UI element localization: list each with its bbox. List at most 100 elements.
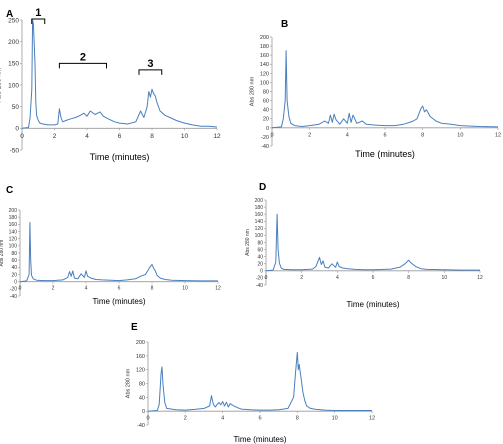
x-tick-label: 0: [146, 416, 149, 422]
chromatogram-trace: [21, 19, 218, 129]
x-tick-label: 12: [369, 416, 375, 422]
x-tick-label: 10: [332, 416, 338, 422]
x-tick-label: 2: [52, 286, 55, 292]
bracket-line: [58, 62, 107, 69]
x-axis-label: Time (minutes): [92, 297, 145, 306]
y-tick-label: 80: [257, 240, 263, 246]
y-tick-label: 180: [260, 44, 269, 50]
y-tick-label: 140: [9, 229, 18, 235]
y-tick-label: -50: [10, 147, 20, 154]
x-tick-label: 4: [336, 275, 339, 281]
x-axis-label: Time (minutes): [233, 435, 286, 444]
peak-bracket-1: 1: [31, 7, 46, 24]
x-tick-label: 6: [118, 286, 121, 292]
x-tick-label: 12: [215, 286, 221, 292]
bracket-label: 2: [80, 51, 86, 63]
y-tick-label: 120: [255, 226, 264, 232]
x-tick-label: 8: [421, 132, 424, 138]
y-tick-label: 0: [142, 409, 145, 415]
peak-bracket-2: 2: [58, 51, 107, 69]
x-tick-label: 10: [182, 286, 188, 292]
x-tick-label: 8: [407, 275, 410, 281]
y-tick-label: 40: [263, 108, 269, 114]
x-tick-label: 4: [221, 416, 224, 422]
y-tick-label: 160: [260, 53, 269, 59]
y-tick-label: 160: [255, 212, 264, 218]
x-tick-label: 0: [265, 275, 268, 281]
x-tick-label: 8: [151, 286, 154, 292]
y-tick-label: -40: [261, 144, 269, 150]
chromatogram-trace: [265, 213, 480, 272]
x-tick-label: 6: [372, 275, 375, 281]
y-tick-label: 20: [11, 272, 17, 278]
y-tick-label: 100: [255, 233, 264, 239]
chromatogram-trace: [19, 222, 218, 283]
y-tick-label: -20: [10, 287, 17, 293]
y-tick-label: 60: [263, 99, 269, 105]
y-tick-label: 120: [9, 236, 18, 242]
bracket-line: [138, 69, 163, 75]
y-tick-label: 80: [139, 381, 145, 387]
y-tick-label: 0: [14, 279, 17, 285]
bracket-label: 3: [147, 58, 153, 70]
y-tick-label: 180: [9, 215, 18, 221]
x-tick-label: 8: [296, 416, 299, 422]
y-tick-label: 120: [136, 368, 145, 374]
y-axis-label: Abs 280 nm: [0, 68, 3, 103]
bracket-label: 1: [35, 7, 41, 19]
panel-label: B: [281, 19, 288, 30]
x-tick-label: 10: [442, 275, 448, 281]
x-tick-label: 0: [20, 133, 24, 140]
y-tick-label: 50: [12, 104, 20, 111]
y-tick-label: 160: [9, 222, 18, 228]
y-tick-label: 140: [260, 62, 269, 68]
y-tick-label: 0: [15, 126, 19, 133]
panel-label: A: [6, 9, 13, 20]
y-tick-label: -20: [261, 135, 269, 141]
y-tick-label: 200: [255, 198, 264, 204]
x-tick-label: 6: [258, 416, 261, 422]
y-tick-label: -40: [256, 283, 263, 289]
chromatogram-trace: [271, 50, 499, 129]
x-tick-label: 8: [150, 133, 154, 140]
x-tick-label: 0: [270, 132, 273, 138]
x-tick-label: 0: [19, 286, 22, 292]
panel-label: D: [259, 182, 266, 193]
chromatogram-trace: [147, 351, 372, 412]
x-tick-label: 4: [85, 286, 88, 292]
y-tick-label: -40: [10, 294, 17, 300]
y-axis-label: Abs 280 nm: [250, 76, 256, 106]
x-axis-label: Time (minutes): [90, 152, 150, 162]
y-tick-label: 140: [255, 219, 264, 225]
x-tick-label: 4: [346, 132, 349, 138]
y-tick-label: 200: [260, 35, 269, 41]
y-tick-label: -40: [137, 423, 145, 429]
y-tick-label: 100: [260, 80, 269, 86]
x-tick-label: 12: [477, 275, 483, 281]
y-tick-label: 200: [136, 340, 145, 346]
panel-label: C: [6, 185, 13, 196]
x-tick-label: 6: [118, 133, 122, 140]
panel-label: E: [131, 322, 138, 333]
y-axis-label: Abs 280 nm: [126, 368, 132, 398]
y-tick-label: 100: [9, 244, 18, 250]
y-tick-label: 20: [263, 117, 269, 123]
y-tick-label: 0: [260, 269, 263, 275]
x-tick-label: 10: [181, 133, 189, 140]
x-tick-label: 2: [300, 275, 303, 281]
x-tick-label: 12: [495, 132, 501, 138]
y-tick-label: 80: [263, 89, 269, 95]
y-tick-label: 60: [11, 258, 17, 264]
y-tick-label: 200: [9, 208, 18, 214]
y-tick-label: 60: [257, 247, 263, 253]
y-tick-label: 180: [255, 205, 264, 211]
y-axis-label: Abs 280 nm: [0, 240, 5, 267]
y-axis-label: Abs 280 nm: [245, 229, 251, 256]
y-tick-label: 120: [260, 71, 269, 77]
